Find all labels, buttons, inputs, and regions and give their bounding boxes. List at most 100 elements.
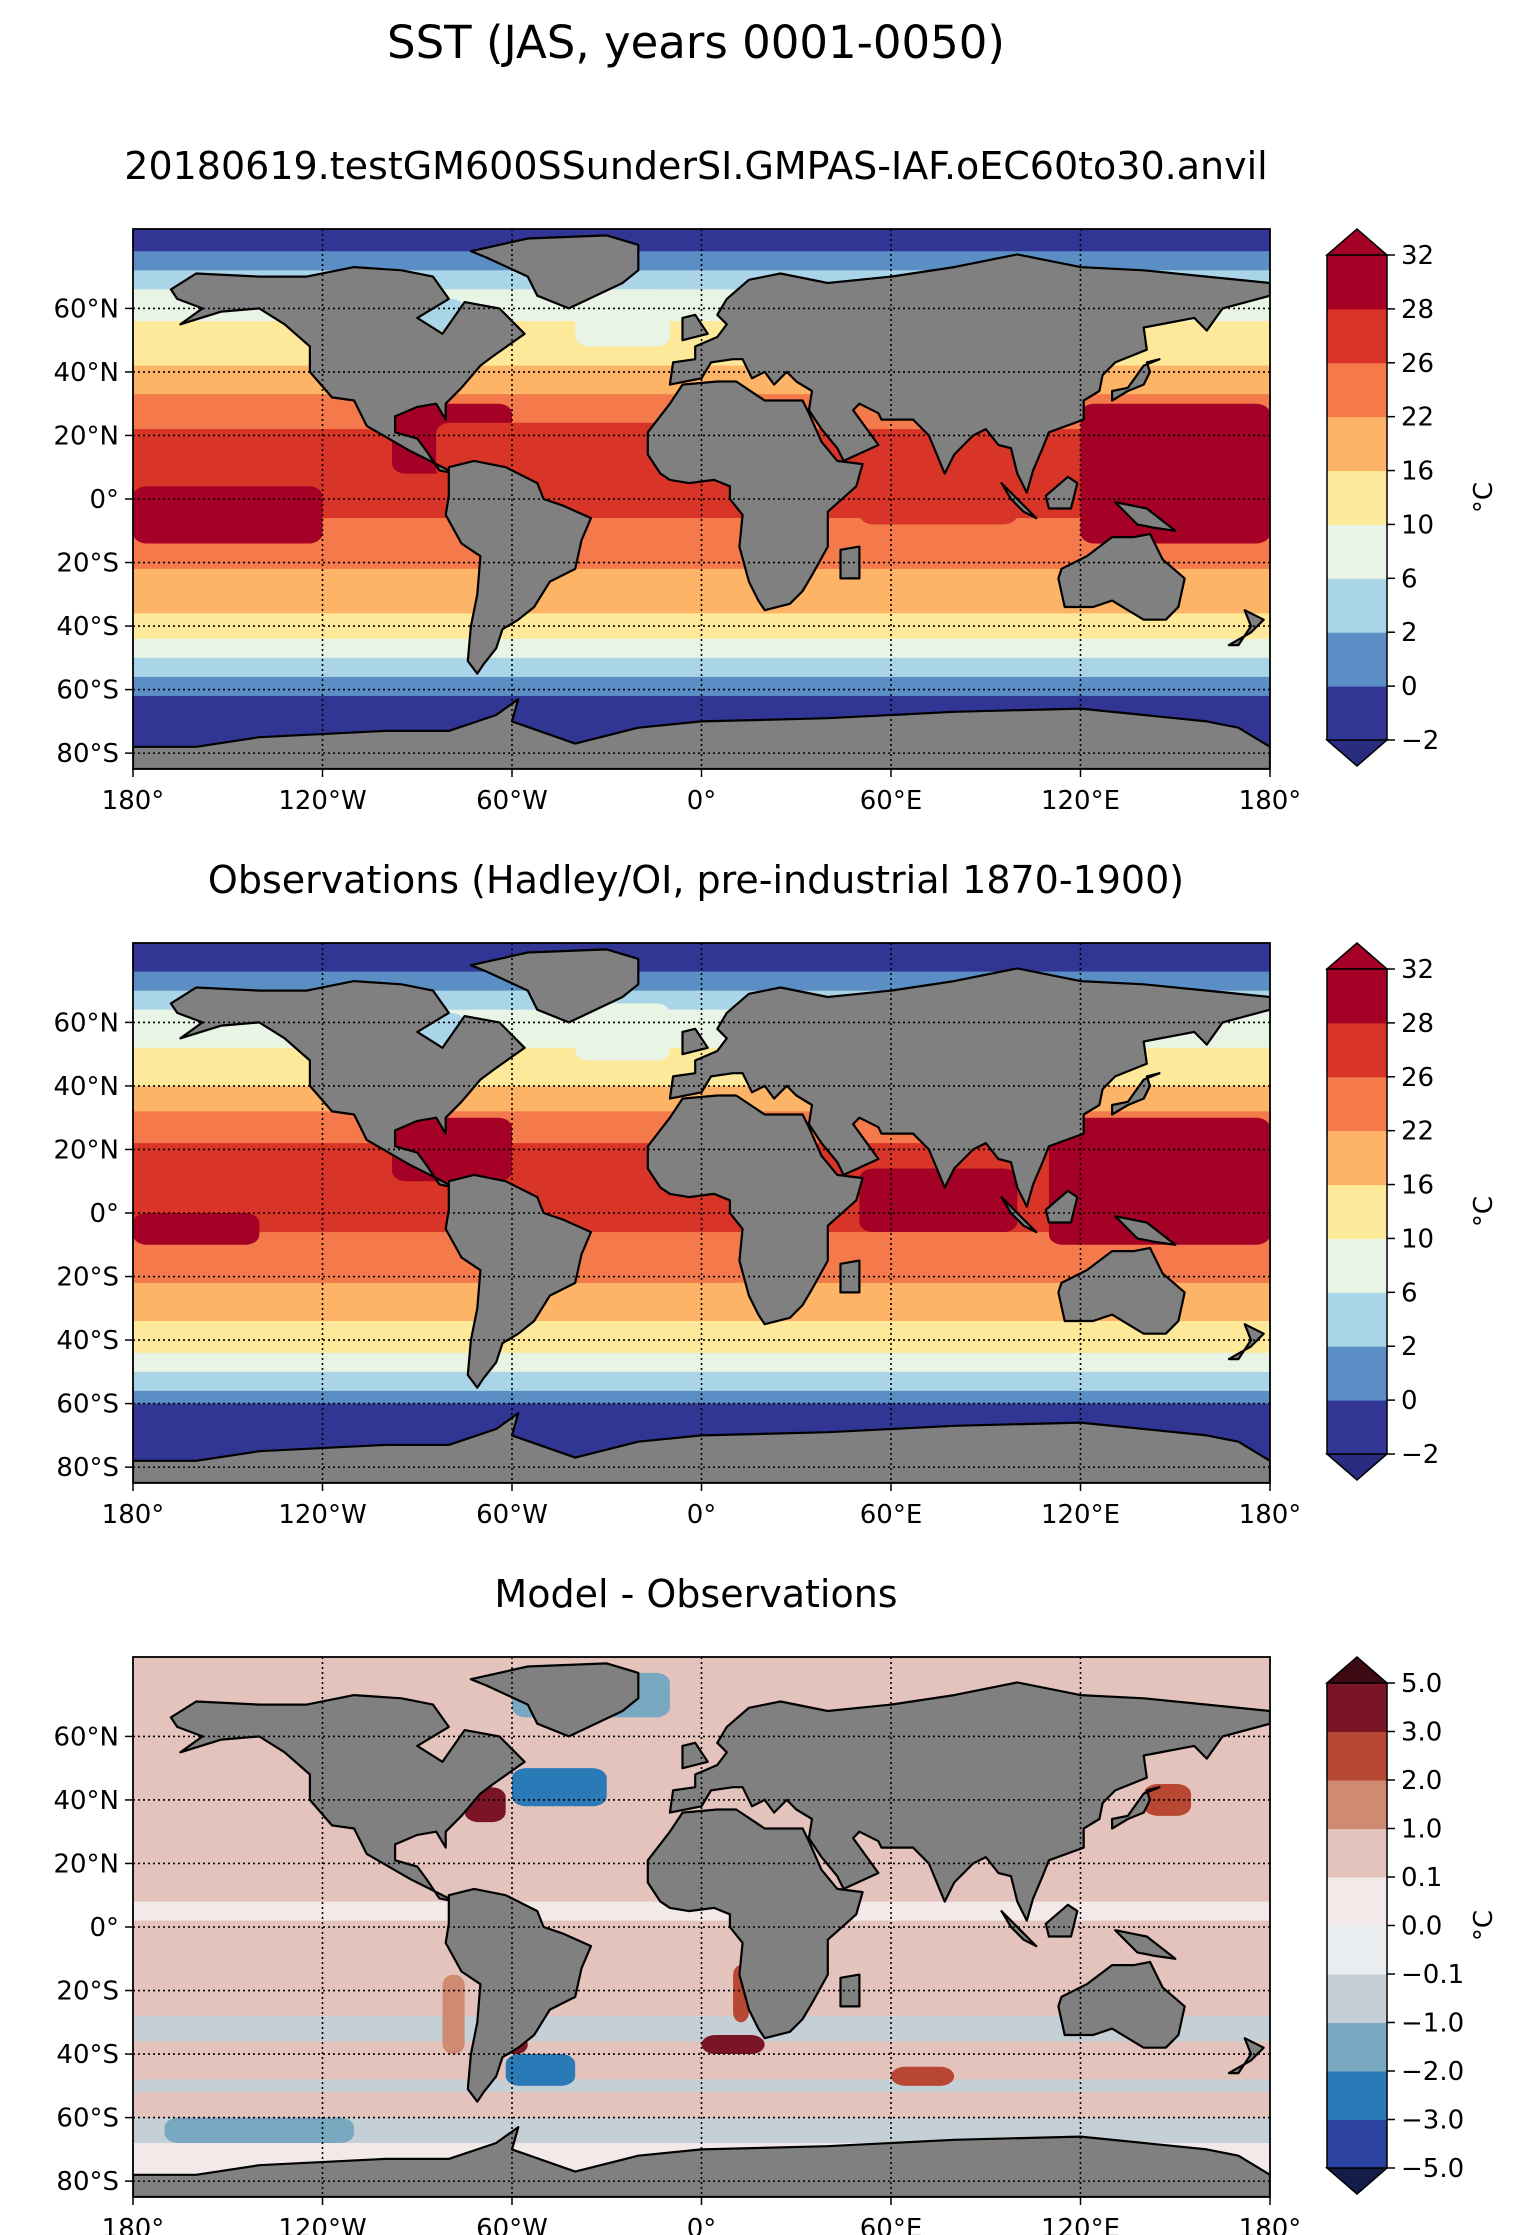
land-australia	[1057, 532, 1186, 621]
land-north-america	[169, 979, 526, 1189]
land-new-zealand	[1227, 1323, 1265, 1361]
sst-patch	[512, 1768, 607, 1807]
colorbar-tick-label: 3.0	[1401, 1718, 1442, 1748]
x-tick-label: 120°E	[1041, 1500, 1120, 1530]
colorbar-tick-label: −2	[1401, 1440, 1439, 1470]
x-tick-label: 180°	[1239, 2214, 1302, 2235]
land-british-isles	[681, 1741, 709, 1770]
colorbar-tick-label: 2	[1401, 1332, 1418, 1362]
y-tick-label: 20°N	[53, 1135, 119, 1165]
colorbar: 32 28 26 22 16 10 6 2 0 −2 °C	[1324, 228, 1499, 767]
land-australia	[1057, 1960, 1186, 2049]
y-tick-label: 40°S	[56, 2040, 119, 2070]
sst-band	[133, 638, 1270, 659]
land-new-zealand	[1227, 2037, 1265, 2075]
x-tick-label: 180°	[1239, 1500, 1302, 1530]
panel-model-minus-observations: Model - Observations 180° 120°W 60°W 0° 60°E…	[53, 1572, 1499, 2235]
panel-title: Model - Observations	[494, 1572, 897, 1616]
colorbar-extend-top	[1324, 1656, 1390, 1684]
x-tick-label: 60°E	[860, 2214, 923, 2235]
land-greenland	[469, 1662, 640, 1738]
colorbar-frame	[1326, 968, 1388, 1455]
y-tick-label: 0°	[89, 485, 119, 515]
colorbar-extend-bottom	[1324, 2167, 1390, 2195]
colorbar-swatch	[1327, 255, 1387, 310]
colorbar-tick-label: 0.0	[1401, 1912, 1442, 1942]
sst-band	[133, 2092, 1270, 2119]
land-eurasia	[668, 967, 1270, 1208]
y-tick-label: 20°S	[56, 549, 119, 579]
land-south-america	[444, 1173, 593, 1389]
colorbar-swatch	[1327, 1731, 1387, 1781]
y-tick-label: 20°S	[56, 1977, 119, 2007]
land-british-isles	[681, 313, 709, 342]
colorbar: 5.0 3.0 2.0 1.0 0.1 0.0 −0.1 −1.0 −2.0 −3.0 −5.0 °C	[1324, 1656, 1499, 2195]
sst-band	[133, 1352, 1270, 1373]
y-tick-label: 20°N	[53, 421, 119, 451]
land-greenland	[469, 948, 640, 1024]
colorbar-label: °C	[1469, 1196, 1499, 1227]
colorbar-frame	[1326, 254, 1388, 741]
colorbar-swatch	[1327, 1877, 1387, 1926]
sst-patch	[1143, 1784, 1192, 1816]
colorbar-swatch	[1327, 1828, 1387, 1878]
land-south-america	[444, 1887, 593, 2103]
panel-model-sst: 20180619.testGM600SSunderSI.GMPAS-IAF.oE…	[53, 144, 1499, 816]
colorbar-swatch	[1327, 1292, 1387, 1347]
map-field	[133, 1657, 1270, 2197]
land-new-guinea	[1114, 1215, 1177, 1246]
colorbar-swatch	[1327, 1925, 1387, 1975]
colorbar-swatch	[1327, 1022, 1387, 1078]
colorbar-swatch	[1327, 686, 1387, 741]
colorbar-swatch	[1327, 1238, 1387, 1293]
land-japan	[1110, 358, 1161, 402]
colorbar-tick-label: 0	[1401, 672, 1418, 702]
colorbar-tick-label: 10	[1401, 510, 1434, 540]
x-tick-label: 120°W	[278, 786, 366, 816]
sst-patch	[442, 1974, 465, 2055]
land-north-america	[169, 266, 526, 475]
land-south-america	[444, 459, 593, 675]
land-eurasia	[668, 1681, 1270, 1922]
colorbar-tick-label: 6	[1401, 1278, 1418, 1308]
land-indonesia-borneo	[1044, 475, 1079, 510]
map-field	[133, 229, 1270, 769]
land-british-isles	[681, 1027, 709, 1056]
map-field	[133, 943, 1270, 1483]
y-tick-label: 20°N	[53, 1849, 119, 1879]
colorbar-tick-label: 0	[1401, 1386, 1418, 1416]
colorbar-swatch	[1327, 308, 1387, 364]
land-indonesia-borneo	[1044, 1903, 1079, 1938]
colorbar-swatch	[1327, 632, 1387, 687]
sst-band	[133, 657, 1270, 678]
figure-suptitle: SST (JAS, years 0001-0050)	[387, 16, 1005, 69]
sst-band	[133, 676, 1270, 697]
sst-patch	[575, 289, 670, 347]
colorbar-swatch	[1327, 416, 1387, 472]
x-tick-label: 120°E	[1041, 2214, 1120, 2235]
land-new-guinea	[1114, 501, 1177, 532]
x-tick-label: 120°E	[1041, 786, 1120, 816]
colorbar-swatch	[1327, 2071, 1387, 2120]
colorbar-swatch	[1327, 1400, 1387, 1455]
colorbar-tick-label: 28	[1401, 295, 1434, 325]
colorbar-swatch	[1327, 1130, 1387, 1186]
y-tick-label: 40°N	[53, 358, 119, 388]
colorbar-tick-label: 0.1	[1401, 1863, 1442, 1893]
y-tick-label: 60°N	[53, 1008, 119, 1038]
x-tick-label: 60°W	[476, 1500, 548, 1530]
x-tick-label: 180°	[102, 786, 165, 816]
y-tick-label: 60°N	[53, 294, 119, 324]
y-tick-label: 80°S	[56, 739, 119, 769]
x-tick-label: 0°	[687, 786, 717, 816]
sst-patch	[133, 1213, 260, 1245]
land-africa	[646, 380, 864, 612]
colorbar-extend-top	[1324, 228, 1390, 256]
land-north-america	[169, 1693, 526, 1903]
land-indonesia-sumatra	[1000, 1909, 1038, 1948]
colorbar-tick-label: −0.1	[1401, 1960, 1464, 1990]
x-tick-label: 60°W	[476, 786, 548, 816]
y-tick-label: 20°S	[56, 1263, 119, 1293]
colorbar-tick-label: −5.0	[1401, 2154, 1464, 2184]
colorbar-swatch	[1327, 524, 1387, 579]
